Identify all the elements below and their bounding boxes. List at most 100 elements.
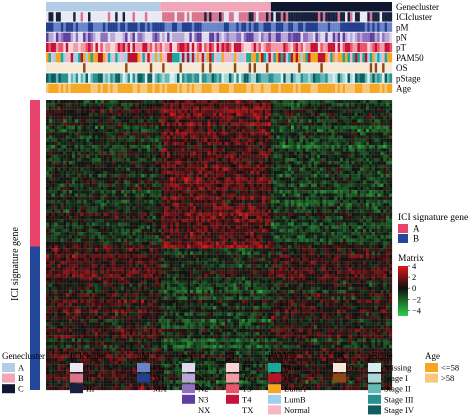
heatmap-cell: [236, 135, 240, 139]
track-cell: [199, 53, 202, 63]
track-cell: [305, 32, 309, 42]
heatmap-cell: [51, 167, 55, 171]
heatmap-cell: [389, 174, 393, 178]
track-cell: [219, 83, 222, 93]
heatmap-cell: [314, 164, 318, 168]
heatmap-cell: [48, 112, 52, 117]
heatmap-cell: [184, 164, 188, 168]
heatmap-cell: [144, 112, 148, 117]
track-cell: [130, 32, 133, 42]
track-cell: [228, 53, 232, 63]
track-cell: [362, 73, 365, 83]
track-cell: [209, 42, 212, 53]
heatmap-cell: [213, 135, 217, 139]
track-cell: [233, 22, 237, 32]
heatmap-cell: [60, 100, 64, 104]
track-cell: [95, 42, 99, 53]
heatmap-cell: [66, 148, 70, 152]
track-cell: [238, 83, 242, 93]
heatmap-cell: [92, 135, 96, 139]
heatmap-cell: [184, 174, 188, 178]
heatmap-cell: [305, 138, 309, 142]
track-cell: [226, 63, 230, 73]
heatmap-cell: [331, 180, 335, 184]
heatmap-cell: [120, 100, 124, 104]
heatmap-cell: [279, 129, 283, 133]
track-cell: [80, 12, 84, 22]
heatmap-cell: [193, 129, 197, 133]
track-cell: [102, 83, 106, 93]
heatmap-cell: [337, 183, 341, 188]
heatmap-cell: [120, 129, 124, 133]
heatmap-cell: [250, 158, 254, 162]
heatmap-cell: [380, 103, 384, 107]
heatmap-cell: [207, 138, 211, 142]
heatmap-cell: [54, 199, 58, 204]
heatmap-cell: [345, 148, 349, 152]
heatmap-cell: [100, 106, 104, 110]
heatmap-cell: [357, 109, 361, 113]
heatmap-cell: [83, 164, 87, 168]
heatmap-cell: [161, 199, 165, 204]
heatmap-cell: [178, 141, 182, 146]
track-cell: [90, 83, 94, 93]
heatmap-cell: [279, 164, 283, 168]
heatmap-cell: [69, 193, 73, 197]
heatmap-cell: [169, 125, 173, 130]
heatmap-cell: [207, 112, 211, 117]
heatmap-cell: [51, 151, 55, 155]
heatmap-cell: [167, 196, 171, 200]
heatmap-cell: [262, 145, 266, 149]
track-cell: [303, 12, 306, 22]
heatmap-cell: [204, 164, 208, 168]
heatmap-cell: [169, 129, 173, 133]
heatmap-cell: [112, 183, 116, 188]
heatmap-cell: [69, 116, 73, 120]
track-cell: [50, 53, 54, 63]
heatmap-cell: [132, 103, 136, 107]
heatmap-cell: [285, 183, 289, 188]
track-cell: [238, 42, 242, 53]
track-cell: [288, 53, 291, 63]
heatmap-cell: [106, 125, 110, 130]
heatmap-cell: [103, 187, 107, 191]
heatmap-cell: [250, 199, 254, 204]
heatmap-cell: [97, 112, 101, 117]
heatmap-cell: [291, 100, 295, 104]
heatmap-cell: [340, 177, 344, 181]
heatmap-cell: [155, 132, 159, 136]
heatmap-cell: [270, 158, 274, 162]
heatmap-cell: [69, 187, 73, 191]
heatmap-cell: [54, 151, 58, 155]
heatmap-cell: [100, 141, 104, 146]
track-cell: [78, 73, 81, 83]
heatmap-cell: [115, 174, 119, 178]
heatmap-cell: [54, 109, 58, 113]
heatmap-cell: [328, 196, 332, 200]
heatmap-cell: [337, 145, 341, 149]
heatmap-cell: [256, 154, 260, 159]
track-cell: [209, 22, 212, 32]
track-cell: [233, 53, 237, 63]
heatmap-cell: [118, 116, 122, 120]
heatmap-cell: [288, 164, 292, 168]
heatmap-cell: [270, 164, 274, 168]
heatmap-cell: [167, 119, 171, 123]
heatmap-cell: [288, 135, 292, 139]
heatmap-cell: [236, 148, 240, 152]
heatmap-cell: [172, 199, 176, 204]
heatmap-cell: [129, 180, 133, 184]
heatmap-cell: [175, 180, 179, 184]
heatmap-cell: [239, 187, 243, 191]
track-cell: [236, 32, 239, 42]
heatmap-cell: [106, 167, 110, 171]
heatmap-cell: [120, 106, 124, 110]
track-cell: [231, 12, 234, 22]
heatmap-cell: [100, 119, 104, 123]
heatmap-cell: [299, 158, 303, 162]
heatmap-cell: [118, 161, 122, 165]
heatmap-cell: [66, 158, 70, 162]
track-cell: [285, 12, 289, 22]
track-cell: [194, 12, 197, 22]
heatmap-cell: [155, 129, 159, 133]
